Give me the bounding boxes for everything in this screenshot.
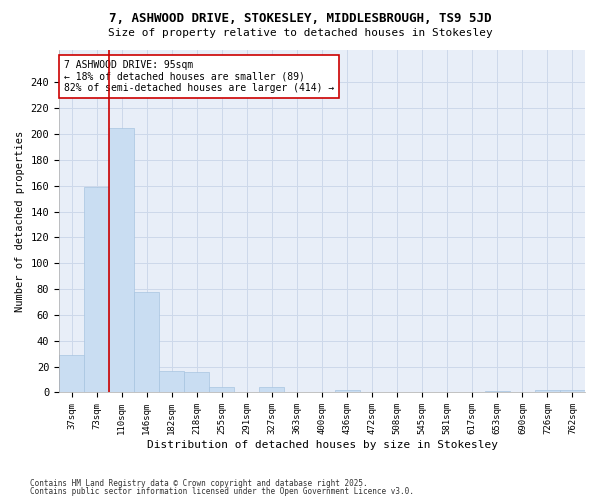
Bar (535, 390, 560, 392)
Text: Size of property relative to detached houses in Stokesley: Size of property relative to detached ho… (107, 28, 493, 38)
Bar (84, 187, 109, 392)
X-axis label: Distribution of detached houses by size in Stokesley: Distribution of detached houses by size … (146, 440, 497, 450)
Text: Contains public sector information licensed under the Open Government Licence v3: Contains public sector information licen… (30, 487, 414, 496)
Bar (560, 390, 585, 392)
Bar (134, 292, 159, 392)
Bar (109, 128, 134, 392)
Text: 7, ASHWOOD DRIVE, STOKESLEY, MIDDLESBROUGH, TS9 5JD: 7, ASHWOOD DRIVE, STOKESLEY, MIDDLESBROU… (109, 12, 491, 26)
Text: 7 ASHWOOD DRIVE: 95sqm
← 18% of detached houses are smaller (89)
82% of semi-det: 7 ASHWOOD DRIVE: 95sqm ← 18% of detached… (64, 60, 335, 94)
Bar (59, 355, 84, 393)
Text: Contains HM Land Registry data © Crown copyright and database right 2025.: Contains HM Land Registry data © Crown c… (30, 478, 368, 488)
Bar (184, 372, 209, 392)
Bar (209, 388, 235, 392)
Bar (485, 391, 510, 392)
Y-axis label: Number of detached properties: Number of detached properties (15, 130, 25, 312)
Bar (159, 370, 184, 392)
Bar (335, 390, 359, 392)
Bar (259, 388, 284, 392)
